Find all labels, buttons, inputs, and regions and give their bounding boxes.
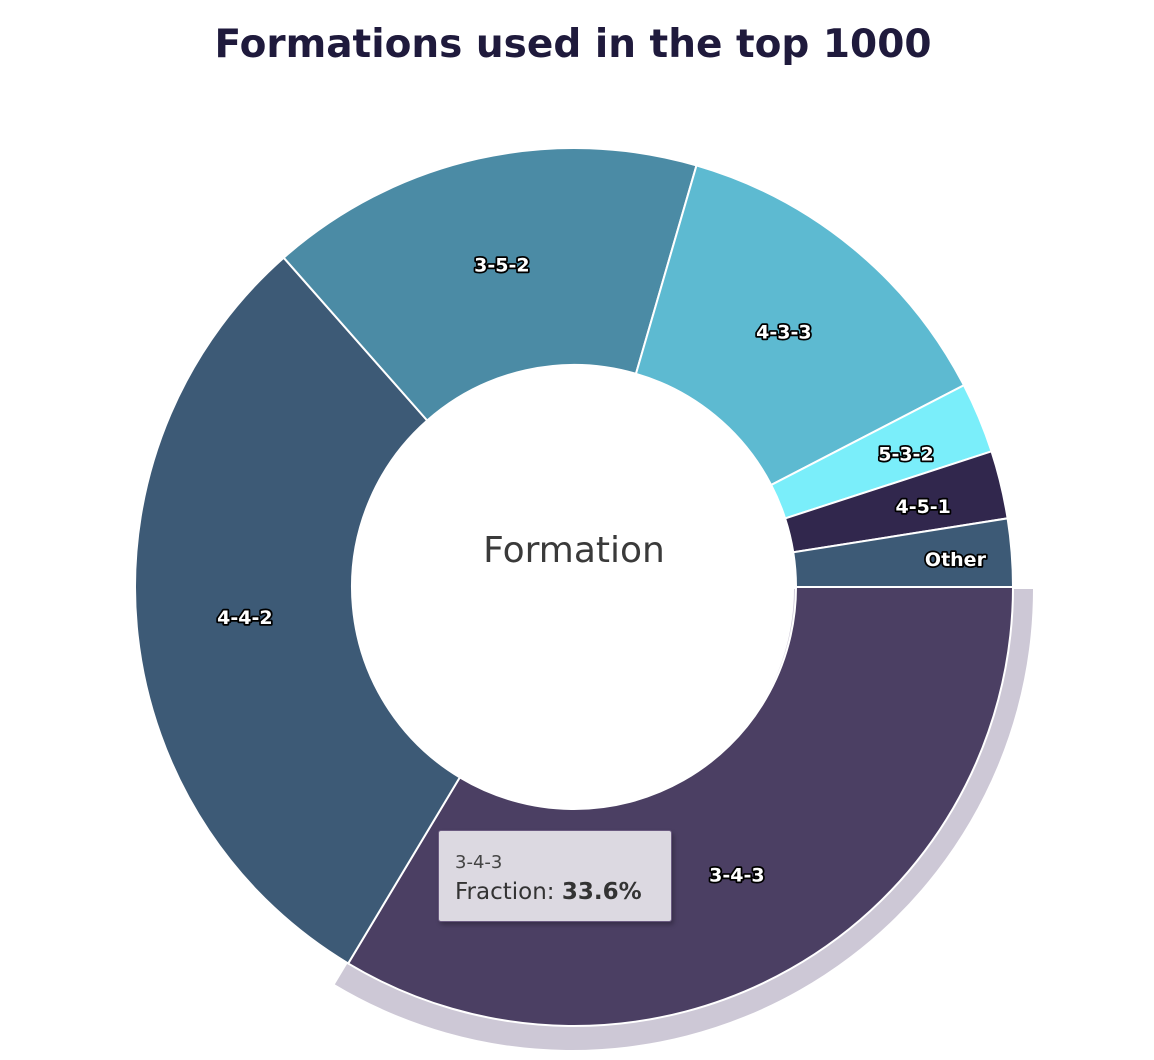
slice-label-3-5-2: 3-5-2 [474, 254, 529, 276]
slice-4-3-3[interactable] [634, 164, 966, 487]
center-label: Formation [483, 530, 665, 571]
slice-4-4-2[interactable] [134, 256, 462, 965]
slice-other[interactable] [792, 517, 1015, 588]
tooltip-label: Fraction: [455, 879, 555, 905]
tooltip-value: 33.6% [561, 879, 642, 905]
tooltip-category: 3-4-3 [455, 852, 503, 873]
tooltip-row: Fraction: 33.6% [455, 875, 671, 909]
slice-label-other: Other [925, 549, 987, 571]
slice-label-5-3-2: 5-3-2 [878, 443, 933, 465]
tooltip: 3-4-3 Fraction: 33.6% [438, 830, 672, 922]
slice-3-4-3[interactable] [346, 586, 1015, 1027]
slice-label-3-4-3: 3-4-3 [709, 865, 764, 887]
slice-3-5-2[interactable] [282, 147, 698, 422]
slice-labels: 3-4-3 4-4-2 3-5-2 4-3-3 5-3-2 4-5-1 Other [215, 253, 988, 889]
slice-label-4-4-2: 4-4-2 [217, 607, 272, 629]
slice-label-4-3-3: 4-3-3 [756, 322, 811, 344]
chart-title: Formations used in the top 1000 [214, 22, 932, 67]
slice-label-4-5-1: 4-5-1 [895, 496, 950, 518]
